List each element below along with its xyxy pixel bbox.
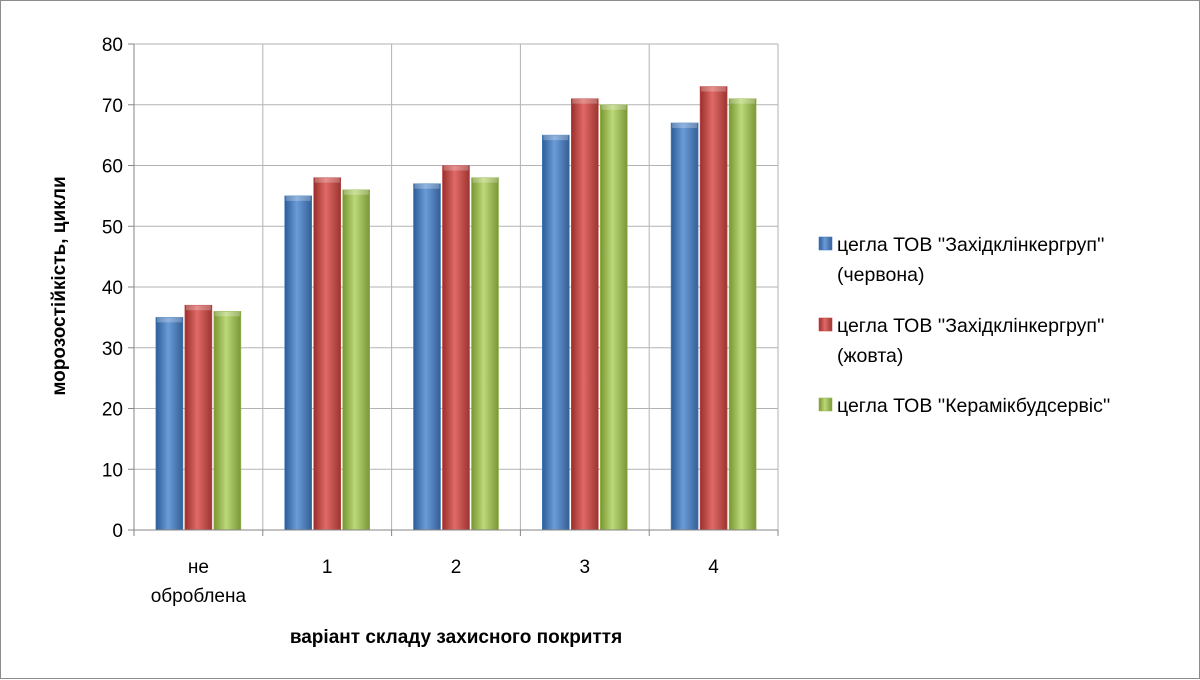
bar-highlight: [285, 195, 311, 201]
bar: [313, 177, 342, 531]
x-tick-label: 4: [708, 557, 719, 578]
bar-highlight: [414, 183, 440, 189]
bar: [413, 183, 441, 531]
bar-highlight: [472, 177, 498, 183]
legend-swatch: [818, 317, 833, 332]
bar: [699, 86, 728, 531]
legend: цегла ТОВ ''Західклінкергруп'' (червона) ц…: [818, 234, 1110, 417]
y-tick-label: 0: [112, 521, 123, 542]
bar-highlight: [343, 189, 369, 195]
bar: [599, 104, 628, 531]
bar: [670, 122, 699, 531]
y-tick-label: 70: [102, 96, 123, 117]
bar: [184, 304, 213, 531]
bar: [570, 98, 599, 531]
y-tick-label: 60: [102, 157, 123, 178]
legend-swatch: [818, 397, 833, 412]
bar-highlight: [701, 86, 727, 92]
x-tick-label: 2: [451, 557, 462, 578]
y-tick-label: 50: [102, 217, 123, 238]
bar-highlight: [156, 317, 182, 323]
legend-swatch: [818, 236, 833, 251]
y-tick-label: 30: [102, 339, 123, 360]
bar: [284, 195, 313, 531]
tick-labels: 0 10 20 30 40 50 60 70 80 не оброблена 1 2 3 4: [102, 35, 719, 607]
bar-highlight: [443, 165, 469, 171]
bar: [342, 189, 371, 531]
x-tick-label: 1: [322, 557, 333, 578]
legend-label: цегла ТОВ ''Керамікбудсервіс'': [837, 395, 1110, 417]
bar-highlight: [543, 135, 569, 141]
bar: [213, 310, 242, 531]
bar-highlight: [214, 311, 240, 317]
bar-highlight: [601, 104, 627, 110]
bar: [471, 177, 499, 531]
bar-highlight: [730, 98, 756, 104]
bar-highlight: [672, 122, 698, 128]
y-tick-label: 20: [102, 400, 123, 421]
x-axis-title: варіант складу захисного покриття: [290, 627, 622, 648]
y-axis-title: морозостійкість, цикли: [49, 176, 70, 395]
bar-highlight: [185, 305, 211, 311]
y-tick-label: 40: [102, 278, 123, 299]
x-tick-label: не оброблена: [151, 557, 247, 607]
axes: [128, 43, 779, 536]
bars: [155, 86, 757, 531]
legend-label: цегла ТОВ ''Західклінкергруп'' (жовта): [837, 315, 1104, 367]
bar: [541, 134, 570, 531]
legend-label: цегла ТОВ ''Західклінкергруп'' (червона): [837, 234, 1104, 286]
bar-highlight: [572, 98, 598, 104]
bar-highlight: [314, 177, 340, 183]
y-tick-label: 10: [102, 460, 123, 481]
bar: [442, 165, 470, 531]
bar: [728, 98, 757, 531]
x-tick-label: 3: [580, 557, 591, 578]
y-tick-label: 80: [102, 35, 123, 56]
bar: [155, 317, 184, 531]
